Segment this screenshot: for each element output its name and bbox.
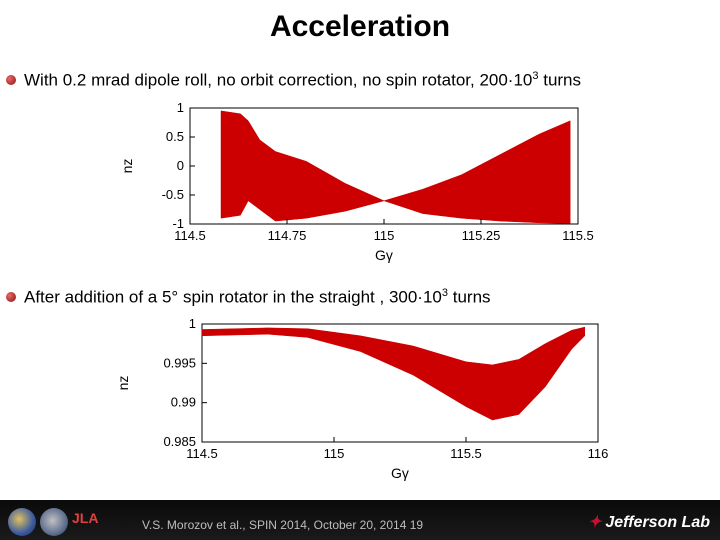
x-axis-label: Gγ: [375, 247, 393, 263]
x-tick-label: 115: [324, 446, 345, 461]
footer-citation: V.S. Morozov et al., SPIN 2014, October …: [142, 518, 424, 532]
bullet-1: With 0.2 mrad dipole roll, no orbit corr…: [6, 70, 581, 91]
footer-bar: [0, 500, 720, 540]
x-axis-label: Gγ: [391, 465, 409, 481]
bullet-2: After addition of a 5° spin rotator in t…: [6, 287, 491, 308]
bullet-dot-icon: [6, 74, 16, 85]
x-tick-label: 115.5: [562, 228, 594, 243]
x-tick-label: 115.25: [462, 228, 501, 243]
slide-title: Acceleration: [269, 10, 451, 43]
chart-2: 114.5 115 115.5 116 1 0.995 0.99 0.985 Gγ nz: [115, 316, 609, 481]
y-tick-label: 0: [177, 158, 184, 173]
bullet-1-suffix: turns: [538, 70, 582, 90]
x-tick-label: 114.5: [174, 228, 206, 243]
seal-logo-icon: [8, 508, 36, 536]
y-tick-label: -0.5: [162, 187, 184, 202]
bullet-1-text: With 0.2 mrad dipole roll, no orbit corr…: [24, 70, 533, 90]
y-axis-label: nz: [115, 376, 131, 391]
y-tick-label: 0.5: [166, 129, 184, 144]
series-band: [220, 110, 571, 224]
y-tick-label: 0.995: [163, 355, 196, 370]
series-band: [201, 326, 586, 421]
emblem-logo-icon: [40, 508, 68, 536]
bullet-2-exp: 3: [441, 287, 449, 299]
bullet-dot-icon: [6, 291, 16, 302]
jla-logo: JLA: [72, 510, 99, 526]
bullet-1-exp: 3: [532, 70, 539, 82]
y-tick-label: -1: [172, 216, 184, 231]
x-tick-label: 116: [588, 446, 609, 461]
chart-1: 114.5 114.75 115 115.25 115.5 1 0.5 0 -0.5 -1 Gγ nz: [119, 100, 594, 263]
jefferson-lab-text: Jefferson Lab: [605, 514, 710, 531]
jlab-mark-icon: ✦: [587, 514, 602, 531]
x-tick-label: 114.75: [268, 228, 307, 243]
y-tick-label: 0.985: [163, 434, 196, 449]
y-tick-label: 1: [189, 316, 196, 331]
x-tick-label: 114.5: [186, 446, 218, 461]
x-tick-label: 115.5: [450, 446, 482, 461]
jefferson-lab-logo: ✦ Jefferson Lab: [588, 512, 710, 532]
bullet-2-text: After addition of a 5° spin rotator in t…: [24, 287, 442, 307]
x-tick-label: 115: [374, 228, 395, 243]
bullet-2-suffix: turns: [448, 287, 491, 307]
y-tick-label: 1: [177, 100, 184, 115]
y-tick-label: 0.99: [171, 395, 196, 410]
y-axis-label: nz: [119, 159, 135, 174]
plot-frame: [201, 323, 599, 443]
